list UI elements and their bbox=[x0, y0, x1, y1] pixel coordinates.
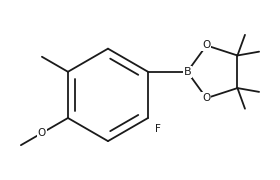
Text: O: O bbox=[202, 93, 211, 103]
Text: O: O bbox=[202, 40, 211, 50]
Text: B: B bbox=[183, 67, 191, 77]
Text: F: F bbox=[155, 124, 161, 134]
Text: O: O bbox=[38, 128, 46, 138]
